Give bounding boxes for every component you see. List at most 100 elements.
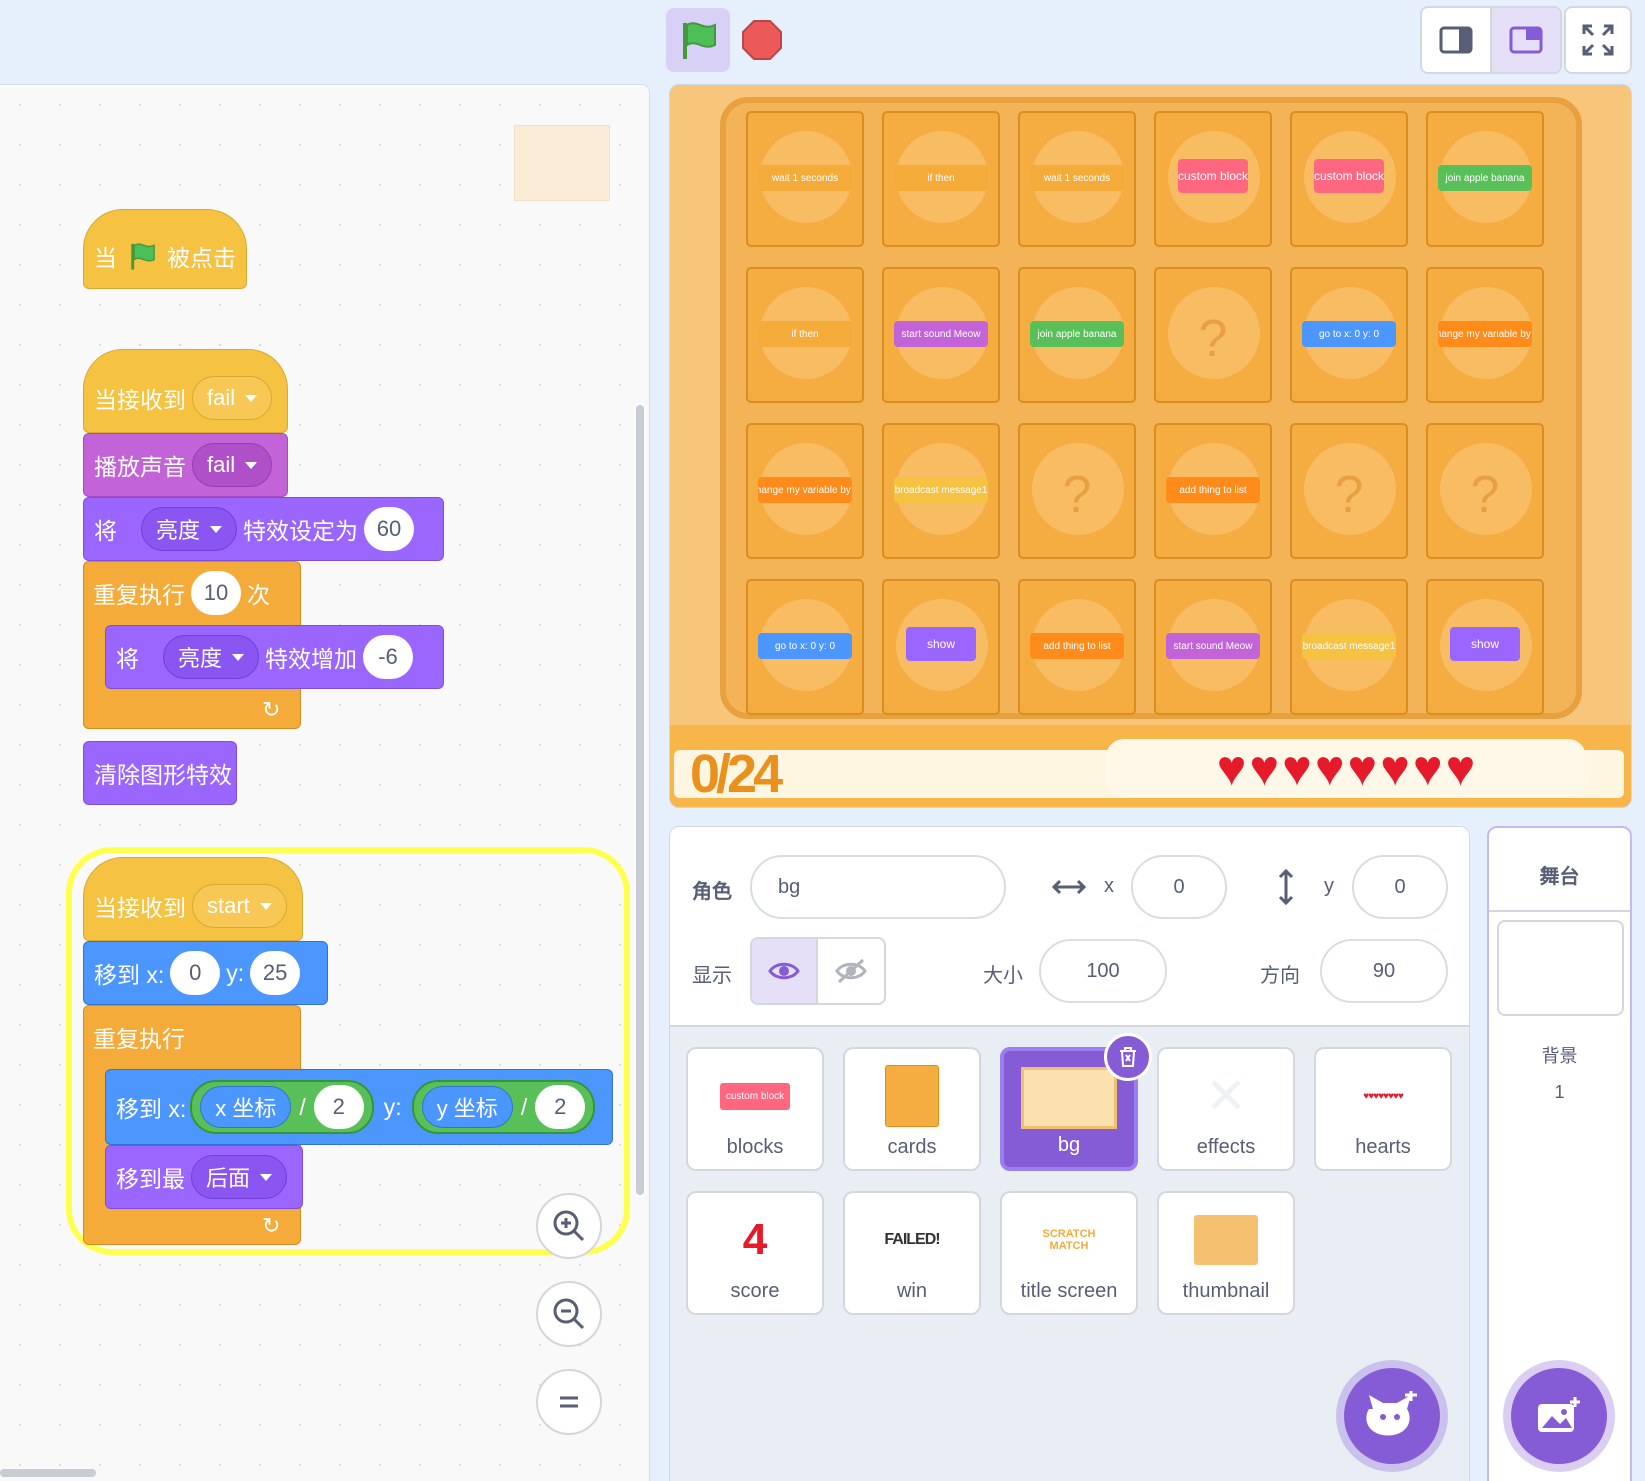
fullscreen-button[interactable] [1564,6,1632,74]
memory-card[interactable]: show [1426,579,1544,715]
sprite-tile-blocks[interactable]: custom block blocks [686,1047,824,1171]
effect-dropdown[interactable]: 亮度 [141,507,238,551]
size-input[interactable]: 100 [1039,939,1167,1003]
sprite-tile-bg[interactable]: bg [1000,1033,1152,1171]
memory-card[interactable]: change my variable by 1 [1426,267,1544,403]
loop-arrow-icon-2: ↻ [262,1213,281,1238]
memory-card[interactable]: change my variable by 1 [746,423,864,559]
memory-card[interactable]: if then [882,111,1000,247]
go-to-xy-block[interactable]: 移到 x: 0 y: 25 [83,941,328,1005]
sprite-list: custom block blocks cards bg ✕ effects ♥♥♥♥♥♥♥… [669,1026,1470,1481]
memory-card[interactable]: start sound Meow [1154,579,1272,715]
change-effect-value-input[interactable]: -6 [363,635,414,679]
clear-effects-block[interactable]: 清除图形特效 [83,741,237,805]
green-flag-button[interactable] [666,8,730,72]
memory-card[interactable]: if then [746,267,864,403]
y-position-reporter[interactable]: y 坐标 [421,1086,513,1128]
divide-x-operator[interactable]: x 坐标 / 2 [190,1080,374,1134]
memory-card[interactable]: wait 1 seconds [746,111,864,247]
sprite-tile-thumbnail[interactable]: thumbnail [1157,1191,1295,1315]
heart-icon: ♥ [1412,740,1443,796]
memory-card[interactable]: ? [1018,423,1136,559]
sprite-tile-win[interactable]: FAILED! win [843,1191,981,1315]
change-effect-block[interactable]: 将 亮度 特效增加 -6 [105,625,444,689]
card-block-label: broadcast message1 [1302,633,1396,659]
memory-card[interactable]: show [882,579,1000,715]
card-block-label: add thing to list [1030,633,1124,659]
show-label: 显示 [692,965,732,987]
memory-card[interactable]: ? [1154,267,1272,403]
memory-card[interactable]: wait 1 seconds [1018,111,1136,247]
stage-canvas[interactable]: wait 1 seconds if then wait 1 seconds custo… [669,84,1632,808]
x-position-reporter[interactable]: x 坐标 [200,1086,292,1128]
layer-dropdown[interactable]: 后面 [191,1155,288,1199]
goto-label-2: 移到 x: [116,1096,187,1122]
effect-dropdown-2[interactable]: 亮度 [163,635,260,679]
memory-card[interactable]: broadcast message1 [882,423,1000,559]
hide-button[interactable] [818,939,884,1003]
stop-button[interactable] [738,16,786,64]
sprite-tile-title-screen[interactable]: SCRATCH MATCH title screen [1000,1191,1138,1315]
memory-card[interactable]: start sound Meow [882,267,1000,403]
sprite-thumbnail: ♥♥♥♥♥♥♥♥ [1316,1061,1450,1131]
sprite-name-input[interactable]: bg [750,855,1006,919]
memory-card[interactable]: custom block [1154,111,1272,247]
card-block-label: if then [758,321,852,347]
y-input[interactable]: 25 [250,951,301,995]
small-stage-icon [1439,26,1473,54]
set-effect-value-input[interactable]: 60 [364,507,415,551]
when-flag-clicked-block[interactable]: 当 被点击 [83,209,247,289]
divisor-input-2[interactable]: 2 [535,1085,586,1129]
message-dropdown-2[interactable]: start [192,884,287,928]
show-button[interactable] [752,939,819,1003]
sprite-thumbnail: FAILED! [845,1205,979,1275]
zoom-in-button[interactable] [536,1193,602,1259]
small-stage-button[interactable] [1422,8,1490,72]
direction-input[interactable]: 90 [1320,939,1448,1003]
set-effect-block[interactable]: 将 亮度 特效设定为 60 [83,497,444,561]
when-receive-fail-block[interactable]: 当接收到 fail [83,349,288,433]
when-receive-start-block[interactable]: 当接收到 start [83,857,303,941]
go-to-layer-block[interactable]: 移到最 后面 [105,1145,303,1209]
memory-card[interactable]: ? [1290,423,1408,559]
zoom-out-button[interactable] [536,1281,602,1347]
zoom-reset-button[interactable] [536,1369,602,1435]
vertical-scrollbar[interactable] [636,405,644,1195]
memory-card[interactable]: ? [1426,423,1544,559]
visibility-toggle [750,937,886,1005]
memory-card[interactable]: add thing to list [1154,423,1272,559]
card-disc [1032,443,1124,535]
sound-dropdown[interactable]: fail [192,443,273,487]
when-receive-label: 当接收到 [94,387,186,413]
memory-card[interactable]: broadcast message1 [1290,579,1408,715]
choose-backdrop-button[interactable] [1511,1368,1607,1464]
horizontal-scrollbar[interactable] [0,1469,96,1477]
repeat-count-input[interactable]: 10 [191,571,241,615]
divisor-input-1[interactable]: 2 [313,1085,364,1129]
play-sound-block[interactable]: 播放声音 fail [83,433,288,497]
memory-card[interactable]: join apple banana [1018,267,1136,403]
memory-card[interactable]: go to x: 0 y: 0 [746,579,864,715]
memory-card[interactable]: add thing to list [1018,579,1136,715]
code-area[interactable]: 当 被点击 当接收到 fail 播放声音 fail 将 亮度 特效设定为 60 … [0,84,650,1481]
stage-thumbnail[interactable] [1497,920,1624,1016]
sprite-tile-effects[interactable]: ✕ effects [1157,1047,1295,1171]
sprite-tile-score[interactable]: 4 score [686,1191,824,1315]
sprite-tile-cards[interactable]: cards [843,1047,981,1171]
go-to-xy-block-2[interactable]: 移到 x: x 坐标 / 2 y: y 坐标 / 2 [105,1069,613,1145]
memory-card[interactable]: join apple banana [1426,111,1544,247]
memory-card[interactable]: custom block [1290,111,1408,247]
sprite-tile-hearts[interactable]: ♥♥♥♥♥♥♥♥ hearts [1314,1047,1452,1171]
y-input-field[interactable]: 0 [1352,855,1448,919]
choose-sprite-button[interactable] [1344,1368,1440,1464]
message-dropdown[interactable]: fail [192,376,273,420]
x-input-field[interactable]: 0 [1131,855,1227,919]
divide-y-operator[interactable]: y 坐标 / 2 [411,1080,596,1134]
message-value-2: start [207,893,250,918]
normal-stage-button[interactable] [1490,8,1560,72]
divide-sign: / [299,1093,306,1120]
sprite-thumbnail: ✕ [1159,1061,1293,1131]
delete-sprite-button[interactable] [1104,1033,1152,1081]
x-input[interactable]: 0 [170,951,221,995]
memory-card[interactable]: go to x: 0 y: 0 [1290,267,1408,403]
